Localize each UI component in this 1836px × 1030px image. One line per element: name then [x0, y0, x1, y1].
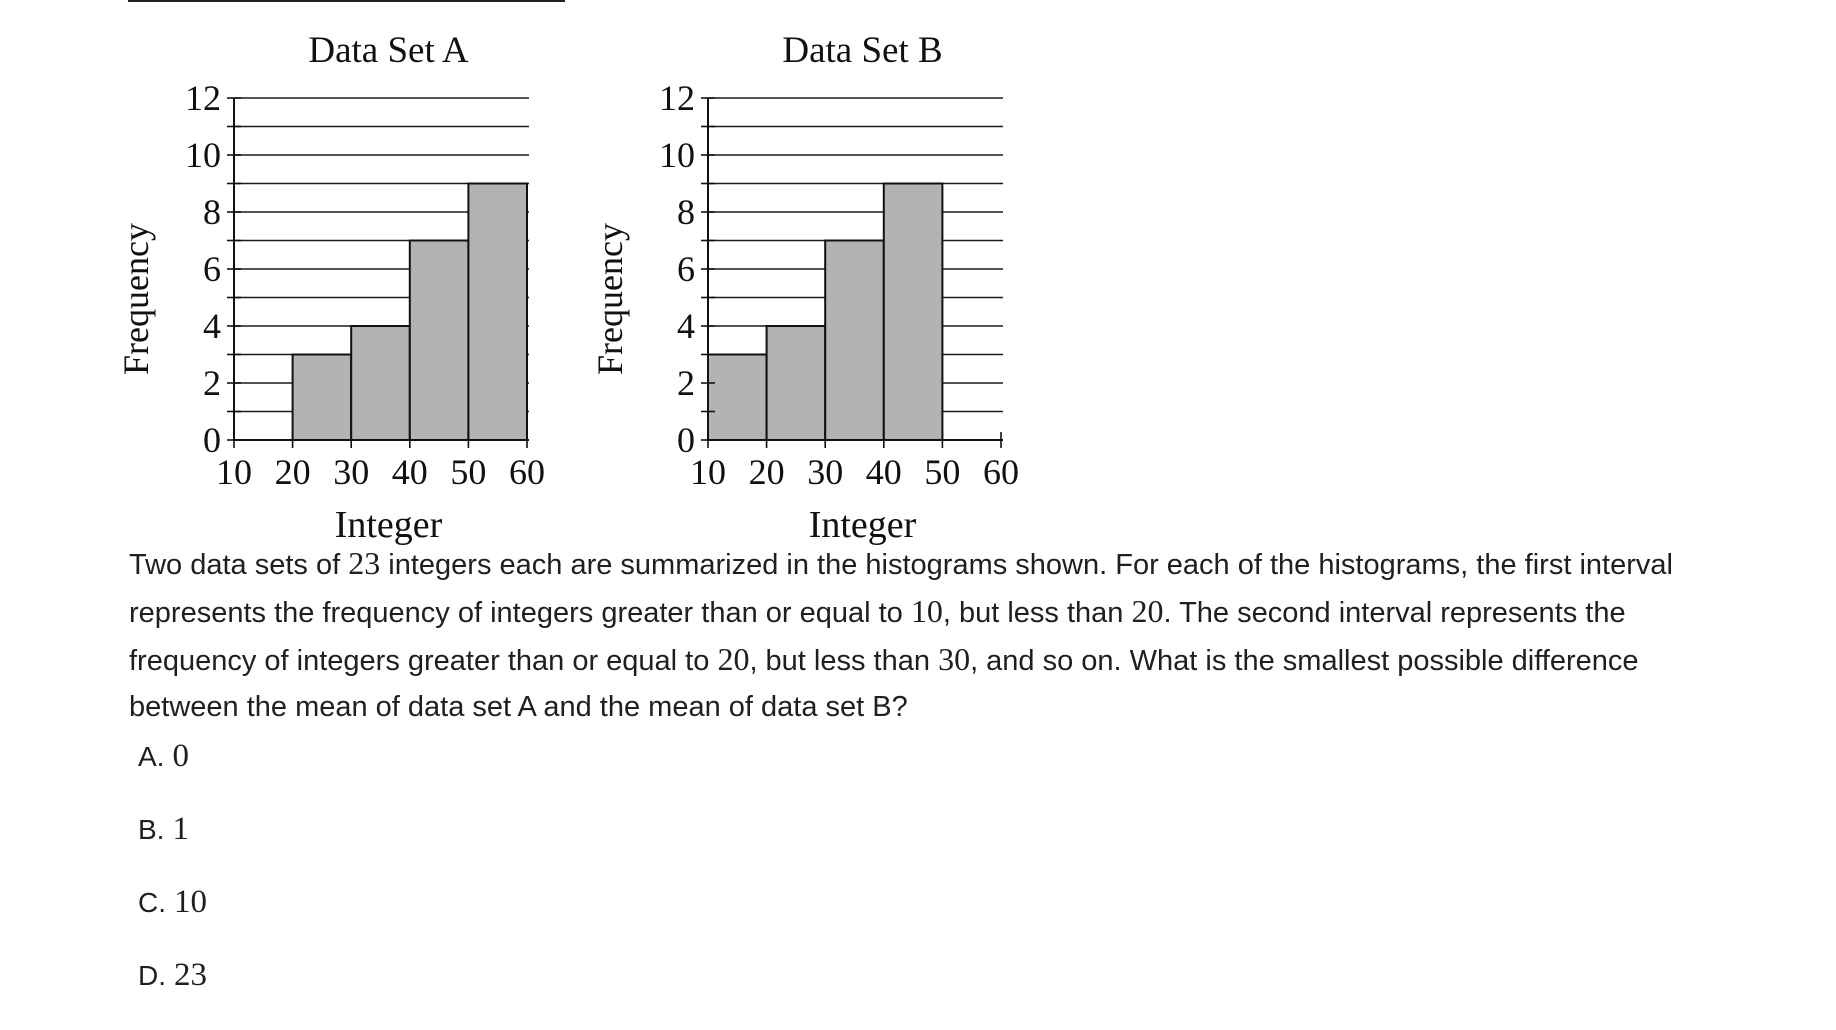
y-tick-label: 8 [677, 192, 695, 232]
x-tick-label: 30 [333, 452, 369, 492]
question-part: , but less than [942, 597, 1132, 629]
histogram-bar [707, 353, 768, 441]
choice-b[interactable]: B. 1 [138, 811, 207, 884]
x-tick-label: 40 [866, 452, 902, 492]
histogram-bar [291, 353, 353, 441]
x-tick-label: 60 [983, 452, 1019, 492]
y-tick-label: 6 [203, 249, 221, 289]
histogram-bar [408, 239, 470, 441]
choice-c[interactable]: C. 10 [138, 884, 207, 957]
question-number: 10 [910, 593, 943, 629]
choice-value: 23 [174, 957, 207, 993]
chart-title: Data Set A [308, 30, 469, 71]
choice-letter: B. [138, 814, 165, 845]
histogram-data-set-b: 0 2 4 6 8 10 12 10 20 30 40 50 60 Data Set B Integer Fr… [590, 30, 1019, 546]
x-tick-label: 50 [924, 452, 960, 492]
question-part: Two data sets of [129, 549, 349, 581]
y-axis-label: Frequency [116, 223, 156, 375]
y-tick-label: 6 [677, 249, 695, 289]
answer-choices: A. 0 B. 1 C. 10 D. 23 [138, 738, 207, 1030]
histogram-bar [765, 325, 827, 441]
chart-title: Data Set B [782, 30, 942, 71]
question-part: . The second interval represents the fre… [129, 597, 1626, 677]
question-part: , and so on. What is the smallest possib… [129, 645, 1639, 723]
y-tick-label: 0 [203, 420, 221, 460]
histogram-bar [824, 239, 885, 441]
y-tick-label: 0 [677, 420, 695, 460]
question-part: , but less than [749, 645, 939, 677]
y-tick-label: 2 [677, 363, 695, 403]
x-axis-label: Integer [335, 504, 443, 546]
x-axis-label: Integer [809, 504, 917, 546]
choice-value: 10 [174, 884, 207, 920]
choice-d[interactable]: D. 23 [138, 957, 207, 1030]
x-tick-label: 60 [509, 452, 545, 492]
choice-a[interactable]: A. 0 [138, 738, 207, 811]
y-tick-label: 4 [203, 306, 221, 346]
choice-letter: C. [138, 887, 166, 918]
choice-letter: A. [138, 741, 165, 772]
choice-value: 1 [172, 811, 189, 847]
question-part: integers each are summarized in the hist… [129, 549, 1673, 629]
histogram-bar [350, 325, 411, 441]
y-tick-label: 8 [203, 192, 221, 232]
x-tick-label: 40 [392, 452, 428, 492]
question-number: 30 [938, 641, 971, 677]
y-tick-label: 12 [185, 78, 221, 118]
choice-letter: D. [138, 960, 166, 991]
x-tick-label: 30 [807, 452, 843, 492]
y-tick-label: 4 [677, 306, 695, 346]
histogram-bar [882, 182, 944, 441]
x-tick-label: 10 [690, 452, 726, 492]
top-divider [128, 0, 565, 2]
y-tick-label: 2 [203, 363, 221, 403]
choice-value: 0 [172, 738, 189, 774]
histogram-data-set-a: 0 2 4 6 8 10 12 10 20 30 40 50 60 Data Set A Integer Fr… [116, 30, 545, 546]
x-tick-label: 10 [216, 452, 252, 492]
question-number: 23 [348, 545, 381, 581]
question-number: 20 [1131, 593, 1164, 629]
question-text: Two data sets of 23 integers each are su… [129, 540, 1729, 730]
y-axis-label: Frequency [590, 223, 630, 375]
y-tick-label: 10 [185, 135, 221, 175]
x-tick-label: 50 [450, 452, 486, 492]
y-tick-label: 10 [659, 135, 695, 175]
x-tick-label: 20 [275, 452, 311, 492]
histogram-bar [467, 182, 528, 441]
question-number: 20 [717, 641, 750, 677]
y-tick-label: 12 [659, 78, 695, 118]
x-tick-label: 20 [749, 452, 785, 492]
